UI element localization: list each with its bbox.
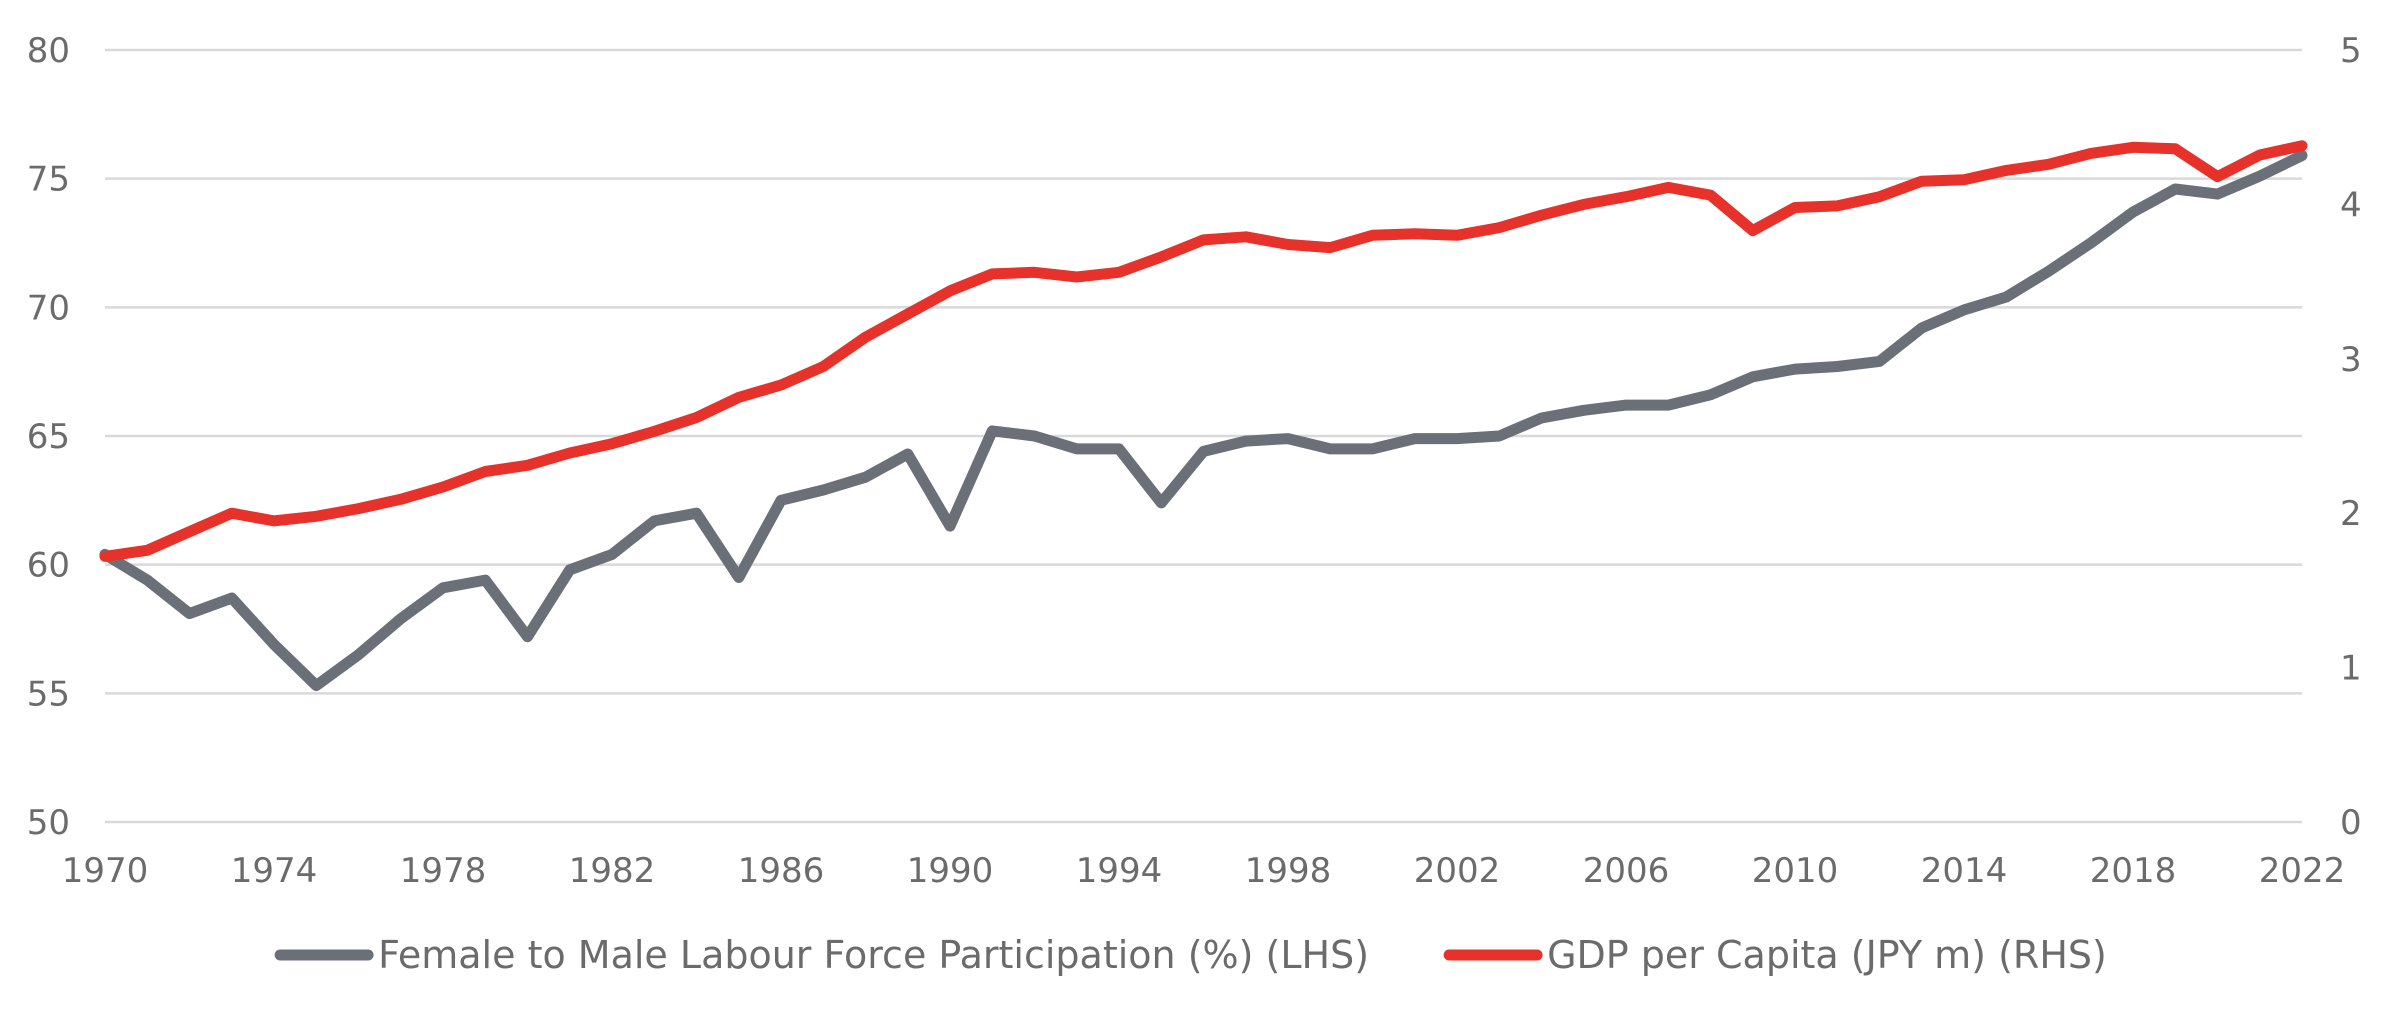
right-axis-ticks: 0 1 2 3 4 5 [2340, 31, 2362, 843]
x-axis-tick-label: 2022 [2259, 851, 2346, 891]
x-axis-tick-label: 1978 [400, 851, 487, 891]
right-axis-tick-label: 5 [2340, 31, 2362, 71]
legend-label: Female to Male Labour Force Participatio… [378, 933, 1369, 977]
left-axis-tick-label: 70 [27, 288, 70, 328]
x-axis-tick-label: 1970 [62, 851, 149, 891]
left-axis-tick-label: 50 [27, 803, 70, 843]
x-axis-tick-label: 2006 [1583, 851, 1670, 891]
x-axis-tick-label: 2010 [1752, 851, 1839, 891]
series-line-gdp-per-capita [99, 140, 2308, 562]
right-axis-tick-label: 1 [2340, 649, 2362, 689]
series-line-labour-participation [99, 150, 2308, 692]
left-axis-tick-label: 55 [27, 674, 70, 714]
x-axis-tick-label: 2014 [1921, 851, 2008, 891]
left-axis-tick-label: 80 [27, 31, 70, 71]
left-axis-tick-label: 65 [27, 417, 70, 457]
right-axis-tick-label: 3 [2340, 340, 2362, 380]
right-axis-tick-label: 0 [2340, 803, 2362, 843]
x-axis-tick-label: 2018 [2090, 851, 2177, 891]
x-axis-tick-label: 1986 [738, 851, 825, 891]
x-axis-tick-label: 2002 [1414, 851, 1501, 891]
series-lines [99, 140, 2308, 692]
gridlines [105, 48, 2302, 824]
x-axis-tick-label: 1982 [569, 851, 656, 891]
left-axis-tick-label: 60 [27, 546, 70, 586]
legend: Female to Male Labour Force Participatio… [274, 933, 2107, 977]
x-axis-tick-label: 1974 [231, 851, 318, 891]
left-axis-tick-label: 75 [27, 160, 70, 200]
right-axis-tick-label: 4 [2340, 185, 2362, 225]
x-axis-tick-label: 1990 [907, 851, 994, 891]
legend-item: GDP per Capita (JPY m) (RHS) [1443, 933, 2107, 977]
x-axis-tick-label: 1994 [1076, 851, 1163, 891]
right-axis-tick-label: 2 [2340, 494, 2362, 534]
x-axis-tick-label: 1998 [1245, 851, 1332, 891]
x-axis-ticks: 1970 1974 1978 1982 1986 1990 1994 1998 2002 2006… [62, 851, 2346, 891]
legend-label: GDP per Capita (JPY m) (RHS) [1547, 933, 2107, 977]
left-axis-ticks: 50 55 60 65 70 75 80 [27, 31, 70, 843]
legend-item: Female to Male Labour Force Participatio… [274, 933, 1369, 977]
